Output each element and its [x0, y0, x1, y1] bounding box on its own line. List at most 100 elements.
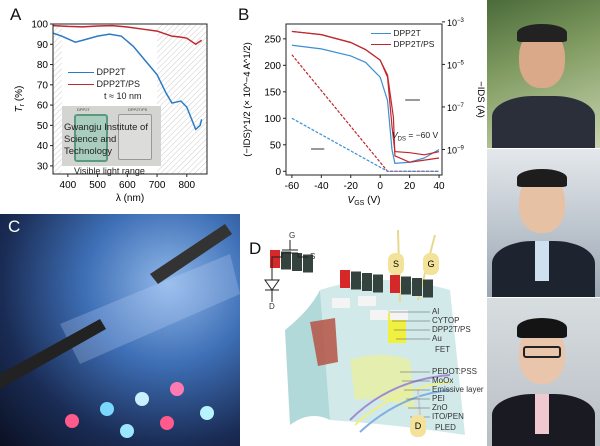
gist-logo-on-device	[310, 318, 338, 366]
y-right-tick-label: 10−5	[447, 60, 465, 70]
plot-frame	[285, 23, 443, 176]
layer-label-fet: FET	[435, 345, 451, 354]
series-line-4	[291, 117, 440, 172]
panel-c-photo-flexible-device: C	[0, 214, 240, 446]
layer-label-zno: ZnO	[432, 403, 448, 412]
y-tick-label: 70	[37, 80, 49, 91]
portrait-photo-1	[487, 0, 600, 148]
layer-label-itopen: ITO/PEN	[432, 412, 464, 421]
y-axis-label: Tr (%)	[14, 86, 26, 113]
panel-c-label: C	[8, 217, 21, 236]
gist-text: Gwangju Institute of Science and Technolo…	[64, 122, 148, 157]
y-tick-label: 100	[31, 20, 48, 31]
y-tick-label: 30	[37, 161, 49, 172]
gist-logo-block	[303, 254, 313, 273]
y-right-axis-label: −IDS (A)	[475, 81, 486, 118]
layer-label-pedotpss: PEDOT:PSS	[432, 367, 477, 376]
circuit-drain-label: D	[269, 302, 275, 311]
electrode-drain: D	[410, 415, 426, 437]
y-axis-label: (−IDS)^1/2 (× 10^−4 A^1/2)	[242, 42, 253, 157]
layer-label-pled: PLED	[435, 423, 456, 432]
panel-b-label: B	[238, 5, 250, 24]
vds-annotation: VDS = −60 V	[392, 130, 439, 143]
gist-logo-block	[340, 270, 350, 288]
circuit-symbol	[264, 240, 308, 302]
panel-d-label: D	[249, 239, 262, 258]
circuit-source-label: S	[310, 252, 316, 261]
gist-logo-block	[401, 276, 411, 295]
plot-frame	[52, 23, 208, 175]
x-tick-label: 0	[377, 181, 383, 192]
gist-logo-block	[390, 275, 400, 293]
gist-logo-block	[281, 251, 291, 270]
y-tick-label: 60	[37, 101, 49, 112]
inset-label-dpp2tps: DPP2T/PS	[128, 107, 148, 112]
inset-label-dpp2t: DPP2T	[77, 107, 90, 112]
x-tick-label: 40	[433, 181, 445, 192]
gist-logo-block	[373, 274, 383, 293]
layer-label-au: Au	[432, 334, 442, 343]
portrait-photo-3	[487, 298, 600, 446]
y-right-tick-label: 10−7	[447, 103, 465, 113]
x-tick-label: -40	[314, 181, 329, 192]
x-tick-label: 700	[149, 180, 166, 191]
active-layer	[388, 313, 406, 343]
gist-logo-block	[270, 250, 280, 268]
y-right-tick-label: 10−3	[447, 18, 465, 28]
dpp2tps-film	[118, 114, 152, 160]
layer-label-emissivelayer: Emissive layer	[432, 385, 484, 394]
y-tick-label: 50	[270, 140, 282, 151]
layer-label-dpp2tps: DPP2T/PS	[432, 325, 471, 334]
portrait-photo-2	[487, 149, 600, 297]
x-tick-label: -20	[344, 181, 359, 192]
x-tick-label: 20	[404, 181, 416, 192]
x-tick-label: 400	[60, 180, 77, 191]
flexible-film	[60, 254, 240, 364]
y-tick-label: 50	[37, 121, 49, 132]
layer-label-pei: PEI	[432, 394, 445, 403]
y-tick-label: 40	[37, 141, 49, 152]
non-visible-region-left	[53, 24, 62, 174]
probe-right	[150, 224, 232, 284]
transfer-chart: -60 -40 -20 0 20 40 0 50 100 150 200 250 10−3 10−5 10−…	[242, 18, 486, 207]
inset-photo: DPP2T DPP2T/PS Gwangju Institute of Scien…	[62, 106, 161, 166]
probe-left	[0, 319, 106, 389]
legend-a: DPP2T DPP2T/PS t ≈ 10 nm	[68, 66, 141, 102]
layer-label-cytop: CYTOP	[432, 316, 460, 325]
visible-range-label: Visible light range	[74, 166, 145, 176]
series-line-2	[291, 30, 440, 163]
y-tick-label: 80	[37, 60, 49, 71]
non-visible-region-right	[157, 24, 207, 174]
x-tick-label: 600	[119, 180, 136, 191]
gist-logo-block	[412, 278, 422, 296]
gist-logo-block	[351, 271, 361, 290]
y-tick-label: 100	[264, 114, 281, 125]
circuit-gate-label: G	[289, 231, 296, 240]
legend-b: DPP2T DPP2T/PS	[371, 28, 434, 50]
gist-logo-block	[362, 273, 372, 291]
y-tick-label: 250	[264, 34, 281, 45]
device-schematic	[264, 229, 465, 435]
y-tick-label: 150	[264, 87, 281, 98]
x-axis-label: λ (nm)	[116, 193, 144, 204]
y-tick-label: 90	[37, 40, 49, 51]
photo-shapes	[0, 224, 240, 438]
electrode-gate: G	[423, 253, 439, 275]
layer-label-al: Al	[432, 307, 440, 316]
panel-a-label: A	[10, 5, 22, 24]
transmittance-chart: 400 500 600 700 800 30 40 50 60 70 80 90 100 λ (nm) T…	[14, 20, 208, 204]
led-array	[65, 382, 214, 438]
dpp2t-film	[74, 114, 108, 162]
x-axis-label: VGS (V)	[348, 195, 381, 207]
y-right-tick-label: 10−9	[447, 145, 465, 155]
y-tick-label: 200	[264, 61, 281, 72]
y-tick-label: 0	[275, 167, 281, 178]
x-tick-label: 800	[178, 180, 195, 191]
gist-logo-block	[423, 279, 433, 298]
layer-label-moox: MoOx	[432, 376, 454, 385]
gist-logo-block	[292, 253, 302, 271]
x-tick-label: -60	[285, 181, 300, 192]
series-line-dpp2t	[52, 32, 203, 131]
series-line-0	[291, 44, 440, 164]
x-tick-label: 500	[89, 180, 106, 191]
